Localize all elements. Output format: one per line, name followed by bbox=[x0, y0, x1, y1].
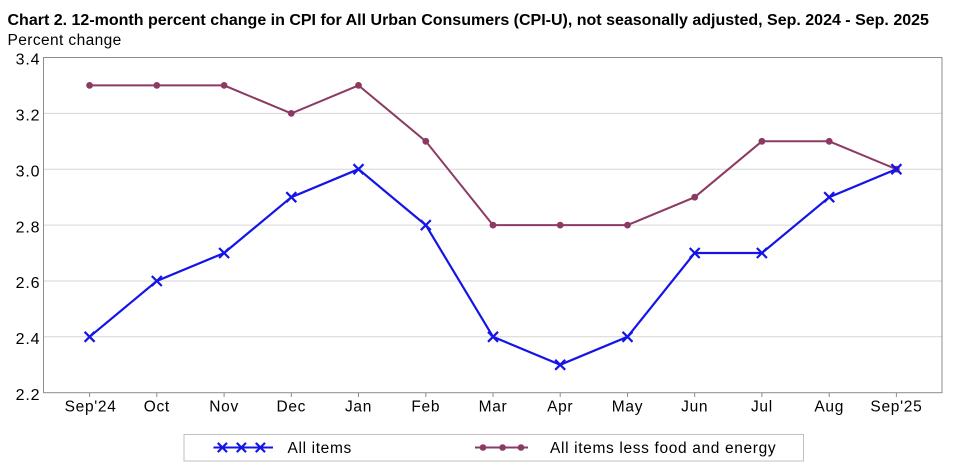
svg-text:Percent change: Percent change bbox=[8, 32, 122, 49]
svg-text:Mar: Mar bbox=[479, 399, 508, 416]
svg-text:2.8: 2.8 bbox=[16, 219, 41, 236]
svg-text:3.4: 3.4 bbox=[16, 52, 41, 69]
svg-text:Sep'24: Sep'24 bbox=[65, 399, 117, 416]
svg-text:Feb: Feb bbox=[411, 399, 440, 416]
svg-text:Chart 2. 12-month percent chan: Chart 2. 12-month percent change in CPI … bbox=[8, 12, 930, 29]
svg-text:Nov: Nov bbox=[209, 399, 239, 416]
svg-text:All items less food and energy: All items less food and energy bbox=[550, 440, 776, 457]
svg-text:Aug: Aug bbox=[814, 399, 844, 416]
svg-text:Jun: Jun bbox=[681, 399, 708, 416]
svg-text:2.6: 2.6 bbox=[16, 275, 41, 292]
svg-text:Sep'25: Sep'25 bbox=[870, 399, 922, 416]
svg-text:3.0: 3.0 bbox=[16, 163, 41, 180]
svg-text:Jul: Jul bbox=[751, 399, 773, 416]
svg-text:Apr: Apr bbox=[547, 399, 573, 416]
svg-text:2.4: 2.4 bbox=[16, 331, 41, 348]
svg-text:Dec: Dec bbox=[276, 399, 306, 416]
svg-text:3.2: 3.2 bbox=[16, 108, 41, 125]
svg-text:May: May bbox=[612, 399, 643, 416]
svg-text:2.2: 2.2 bbox=[16, 387, 41, 404]
svg-text:Jan: Jan bbox=[345, 399, 372, 416]
svg-text:All items: All items bbox=[288, 440, 352, 457]
svg-text:Oct: Oct bbox=[144, 399, 170, 416]
